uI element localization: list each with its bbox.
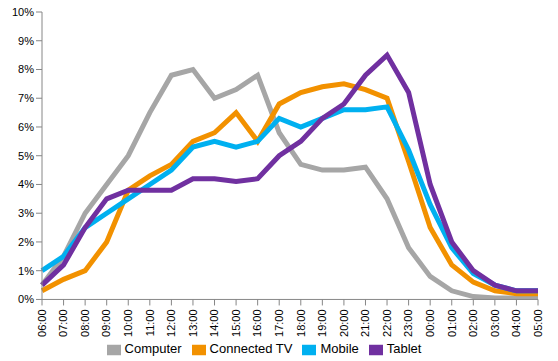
svg-text:07:00: 07:00 [57, 309, 69, 337]
svg-text:14:00: 14:00 [208, 309, 220, 337]
svg-text:21:00: 21:00 [359, 309, 371, 337]
svg-text:06:00: 06:00 [36, 309, 48, 337]
svg-text:0%: 0% [18, 293, 34, 305]
svg-text:9%: 9% [18, 35, 34, 47]
svg-text:1%: 1% [18, 265, 34, 277]
html-text:Connected TV: Connected TV [209, 341, 293, 357]
svg-text:2%: 2% [18, 236, 34, 248]
svg-text:12:00: 12:00 [165, 309, 177, 337]
svg-text:15:00: 15:00 [230, 309, 242, 337]
svg-text:11:00: 11:00 [144, 309, 156, 336]
svg-text:02:00: 02:00 [467, 309, 479, 337]
svg-text:08:00: 08:00 [79, 309, 91, 337]
svg-text:16:00: 16:00 [251, 309, 263, 337]
svg-text:17:00: 17:00 [273, 309, 285, 337]
html-text:Computer: Computer [124, 341, 182, 357]
svg-text:13:00: 13:00 [187, 309, 199, 337]
svg-text:01:00: 01:00 [446, 309, 458, 337]
svg-text:09:00: 09:00 [101, 309, 113, 337]
svg-text:18:00: 18:00 [295, 309, 307, 337]
svg-text:3%: 3% [18, 207, 34, 219]
svg-text:4%: 4% [18, 178, 34, 190]
svg-text:00:00: 00:00 [424, 309, 436, 337]
svg-text:04:00: 04:00 [510, 309, 522, 337]
svg-text:10%: 10% [12, 6, 34, 18]
svg-text:05:00: 05:00 [532, 309, 544, 337]
svg-text:20:00: 20:00 [338, 309, 350, 337]
svg-text:03:00: 03:00 [489, 309, 501, 337]
svg-text:19:00: 19:00 [316, 309, 328, 337]
svg-text:10:00: 10:00 [122, 309, 134, 337]
html-text:Tablet: Tablet [386, 341, 422, 357]
svg-text:8%: 8% [18, 63, 34, 75]
svg-text:23:00: 23:00 [402, 309, 414, 337]
svg-text:6%: 6% [18, 121, 34, 133]
svg-text:5%: 5% [18, 150, 34, 162]
svg-text:7%: 7% [18, 92, 34, 104]
html-text:Mobile: Mobile [320, 341, 359, 357]
svg-text:22:00: 22:00 [381, 309, 393, 337]
